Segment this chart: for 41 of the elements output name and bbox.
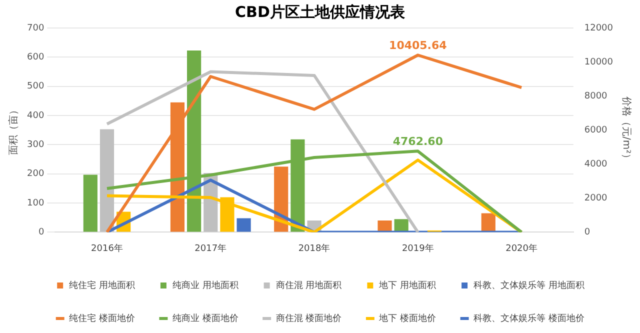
bar [100, 129, 114, 232]
y-tick-label: 500 [26, 82, 44, 92]
x-tick-label: 2019年 [402, 242, 434, 254]
y2-tick-label: 8000 [584, 91, 608, 102]
legend-label: 纯商业 楼面地价 [172, 312, 238, 324]
chart-title: CBD片区土地供应情况表 [235, 2, 406, 21]
x-tick-label: 2018年 [298, 242, 330, 254]
bar [378, 220, 392, 232]
y-axis-title: 面积（亩） [8, 105, 20, 156]
x-tick-label: 2016年 [91, 242, 123, 254]
legend-label: 纯商业 用地面积 [172, 280, 238, 291]
y-tick-label: 200 [26, 169, 44, 180]
legend-label: 纯住宅 楼面地价 [69, 312, 135, 324]
legend-label: 地下 用地面积 [378, 280, 436, 291]
y-tick-label: 100 [26, 198, 44, 208]
bar [83, 174, 98, 232]
x-tick-label: 2020年 [506, 242, 538, 254]
y2-tick-label: 12000 [584, 23, 614, 34]
bar [481, 213, 496, 232]
y2-tick-label: 10000 [584, 57, 614, 68]
y-tick-label: 400 [26, 110, 44, 121]
legend-label: 科教、文体娱乐等 用地面积 [474, 280, 584, 291]
bar [236, 218, 251, 232]
y-tick-label: 0 [38, 228, 44, 238]
data-label: 4762.60 [392, 135, 444, 148]
y2-tick-label: 4000 [584, 159, 608, 170]
legend-label: 纯住宅 用地面积 [69, 280, 135, 291]
x-tick-label: 2017年 [194, 242, 227, 254]
data-label: 10405.64 [389, 38, 448, 52]
y2-tick-label: 2000 [584, 194, 608, 204]
legend-label: 商住混 楼面地价 [276, 312, 342, 324]
legend-label: 地下 楼面地价 [378, 312, 436, 324]
y-tick-label: 700 [26, 23, 44, 34]
y2-axis-title: 价格（元/m²） [620, 96, 632, 164]
y2-tick-label: 0 [584, 228, 590, 238]
y2-tick-label: 6000 [584, 125, 608, 136]
bar [394, 219, 408, 232]
legend-label: 商住混 用地面积 [276, 280, 342, 291]
y-tick-label: 600 [26, 52, 44, 63]
legend-label: 科教、文体娱乐等 楼面地价 [474, 312, 584, 324]
y-tick-label: 300 [26, 140, 44, 150]
